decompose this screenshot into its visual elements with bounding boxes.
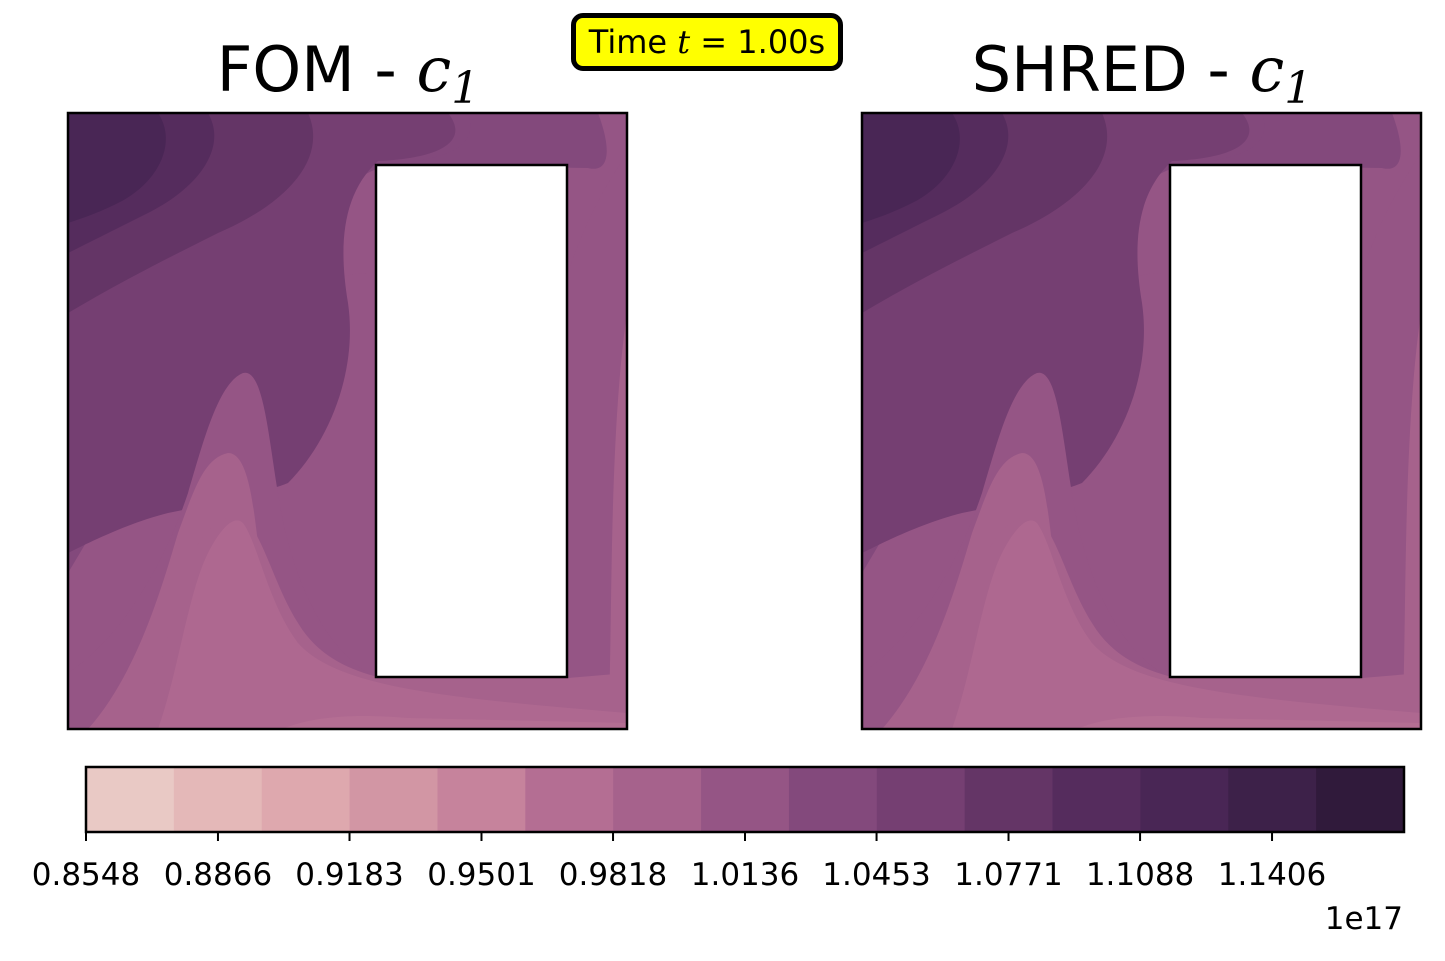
shred-title: SHRED - c1 <box>972 33 1313 114</box>
time-badge-value: 1.00s <box>737 23 826 61</box>
colorbar-band <box>1052 767 1141 832</box>
colorbar-ticks: 0.8548 0.8866 0.9183 0.9501 0.9818 1.0136 1.04… <box>32 832 1326 893</box>
colorbar-band <box>1316 767 1405 832</box>
colorbar-band <box>86 767 175 832</box>
colorbar-tick-label: 1.0453 <box>822 857 930 893</box>
time-badge-equals: = <box>690 23 738 61</box>
colorbar-band <box>1228 767 1317 832</box>
colorbar-band <box>701 767 790 832</box>
colorbar-band <box>964 767 1054 832</box>
colorbar-band <box>173 767 263 832</box>
shred-title-sub: 1 <box>1284 63 1312 114</box>
fom-title-text: FOM - <box>217 33 417 106</box>
colorbar-tick-label: 0.9818 <box>559 857 667 893</box>
colorbar-band <box>261 767 351 832</box>
colorbar-tick-label: 0.9501 <box>427 857 535 893</box>
shred-title-var: c <box>1250 33 1285 106</box>
fom-title-sub: 1 <box>451 63 479 114</box>
colorbar-tick-label: 1.0136 <box>691 857 799 893</box>
colorbar-tick-label: 1.0771 <box>954 857 1062 893</box>
fom-title: FOM - c1 <box>217 33 479 114</box>
shred-obstacle <box>1168 163 1363 679</box>
colorbar-band <box>349 767 439 832</box>
colorbar-band <box>1140 767 1229 832</box>
fom-title-var: c <box>417 33 452 106</box>
colorbar-band <box>788 767 878 832</box>
fom-panel-frame <box>66 111 629 731</box>
colorbar-tick-label: 1.1406 <box>1218 857 1326 893</box>
colorbar-tick-label: 0.9183 <box>295 857 403 893</box>
colorbar-tick-label: 0.8866 <box>164 857 272 893</box>
colorbar-band <box>876 767 966 832</box>
colorbar-offset-label: 1e17 <box>1325 901 1403 937</box>
time-badge-variable: t <box>677 23 691 61</box>
fom-obstacle <box>374 163 569 679</box>
colorbar-band <box>437 767 526 832</box>
time-badge-prefix: Time <box>588 23 678 61</box>
shred-title-text: SHRED - <box>972 33 1250 106</box>
colorbar-bands <box>86 767 1405 832</box>
colorbar-band <box>525 767 614 832</box>
colorbar-tick-label: 1.1088 <box>1086 857 1194 893</box>
colorbar-band <box>613 767 702 832</box>
colorbar-tick-label: 0.8548 <box>32 857 140 893</box>
time-badge: Time t = 1.00s <box>571 13 843 71</box>
shred-panel-frame <box>860 111 1423 731</box>
